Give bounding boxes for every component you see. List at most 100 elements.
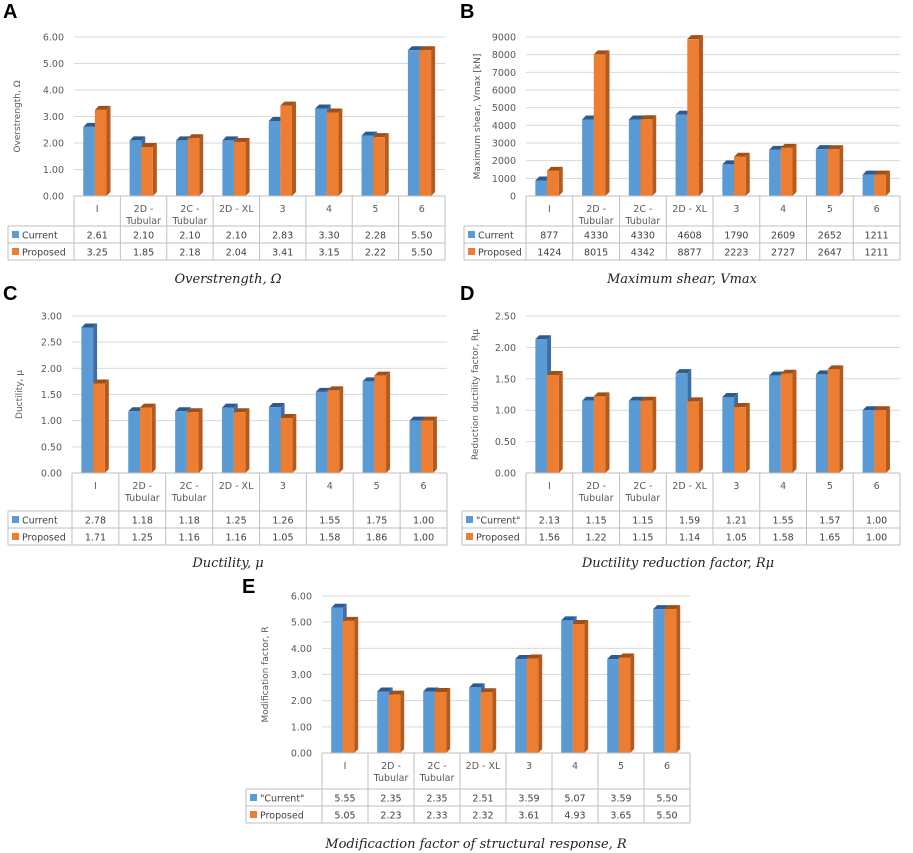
y-tick-label: 6.00 <box>43 33 64 44</box>
bar-proposed <box>547 166 563 196</box>
bar-side <box>292 414 297 473</box>
bar-top <box>628 396 645 401</box>
bar-top <box>618 653 635 658</box>
bar-side <box>584 619 589 753</box>
y-axis-label: Reduction ductility factor, Rμ <box>471 329 481 460</box>
data-label: 1211 <box>865 231 889 242</box>
bar-face <box>222 140 234 196</box>
bar-top <box>640 396 657 401</box>
y-tick-label: 2.00 <box>495 343 516 354</box>
y-tick-label: 2.00 <box>43 139 64 150</box>
bar-face <box>722 397 735 473</box>
data-label: 3.59 <box>610 794 631 805</box>
y-tick-label: 2.50 <box>41 338 62 349</box>
data-label: 5.50 <box>411 248 432 259</box>
data-label: 1.00 <box>866 516 887 527</box>
chart-caption: Modificaction factor of structural respo… <box>324 837 627 852</box>
data-label: 5.50 <box>656 794 677 805</box>
bar-top <box>280 414 297 419</box>
bar-face <box>233 141 246 196</box>
bar-face <box>687 401 699 473</box>
bar-top <box>827 365 844 370</box>
y-tick-label: 1.00 <box>41 416 62 427</box>
category-label: 6 <box>421 481 427 492</box>
data-label: 1.22 <box>586 533 607 544</box>
y-tick-label: 4000 <box>492 121 516 132</box>
bar-face <box>515 659 527 753</box>
category-label: 2C - <box>633 481 652 492</box>
legend-swatch-proposed <box>12 533 19 540</box>
bar-face <box>326 112 339 196</box>
data-label: 5.05 <box>334 811 355 822</box>
y-tick-label: 5000 <box>492 103 516 114</box>
bar-proposed <box>593 392 610 473</box>
category-label: I <box>548 204 551 215</box>
bar-proposed <box>419 46 436 196</box>
legend-label: Proposed <box>22 248 66 259</box>
y-tick-label: 1.50 <box>41 390 62 401</box>
bar-top <box>561 616 577 621</box>
data-label: 5.07 <box>564 794 585 805</box>
bar-face <box>675 114 688 196</box>
bar-face <box>526 658 539 753</box>
legend-swatch-current <box>12 516 19 523</box>
bar-top <box>361 131 378 136</box>
data-label: 2.32 <box>472 811 493 822</box>
bar-side <box>431 46 436 196</box>
y-tick-label: 4.00 <box>291 644 312 655</box>
data-label: 1.15 <box>586 516 607 527</box>
bar-top <box>827 145 844 150</box>
category-label: 2C - <box>633 204 652 215</box>
bar-side <box>839 365 844 473</box>
bar-top <box>480 688 497 693</box>
data-label: 1.21 <box>726 516 747 527</box>
y-axis-label: Modification factor, R <box>261 626 271 722</box>
bar-top <box>862 170 879 175</box>
data-label: 4330 <box>584 231 608 242</box>
panel-E: E 0.00 1.00 2.00 3.00 4.00 5.00 6.00 Modificatio… <box>238 576 698 853</box>
bar-proposed <box>186 408 203 473</box>
legend-label: Current <box>22 231 58 242</box>
panel-B: B 0 1000 2000 3000 4000 5000 6000 7000 8000 9000 Ma… <box>456 0 913 290</box>
bar-proposed <box>664 605 681 753</box>
bar-face <box>607 659 619 753</box>
data-label: 3.59 <box>518 794 539 805</box>
data-label: 8015 <box>584 248 608 259</box>
legend-label: Proposed <box>22 533 66 544</box>
bar-face <box>315 391 328 473</box>
data-label: 5.50 <box>411 231 432 242</box>
data-label: 4330 <box>631 231 655 242</box>
bar-side <box>199 134 204 196</box>
bar-side <box>446 688 451 753</box>
data-label: 2.35 <box>380 794 401 805</box>
bar-face <box>81 327 94 473</box>
data-label: 1.05 <box>272 533 293 544</box>
bar-face <box>409 420 422 473</box>
category-label: I <box>344 761 347 772</box>
bar-top <box>327 386 344 391</box>
bar-face <box>535 180 548 196</box>
data-label: 5.55 <box>334 794 355 805</box>
bar-face <box>331 607 343 753</box>
data-label: 1.18 <box>179 516 200 527</box>
bar-face <box>628 400 641 473</box>
bar-top <box>535 335 552 340</box>
data-label: 2727 <box>771 248 795 259</box>
data-label: 2.35 <box>426 794 447 805</box>
data-label: 2647 <box>818 248 842 259</box>
bar-face <box>827 149 840 196</box>
bar-side <box>792 143 797 196</box>
bar-side <box>198 408 203 473</box>
bar-face <box>222 407 234 473</box>
bar-proposed <box>780 143 797 196</box>
chart-C: C 0.00 0.50 1.00 1.50 2.00 2.50 3.00 Ductility, … <box>3 283 448 571</box>
category-label: 6 <box>664 761 670 772</box>
panel-letter: B <box>460 1 474 23</box>
bar-top <box>419 46 436 51</box>
data-label: 1.05 <box>726 533 747 544</box>
y-tick-label: 1.50 <box>495 374 516 385</box>
bar-top <box>423 687 439 692</box>
panel-A: A 0.00 1.00 2.00 3.00 4.00 5.00 6.00 Overstrengt… <box>0 0 456 290</box>
data-label: 1.58 <box>773 533 794 544</box>
bar-side <box>386 371 391 473</box>
